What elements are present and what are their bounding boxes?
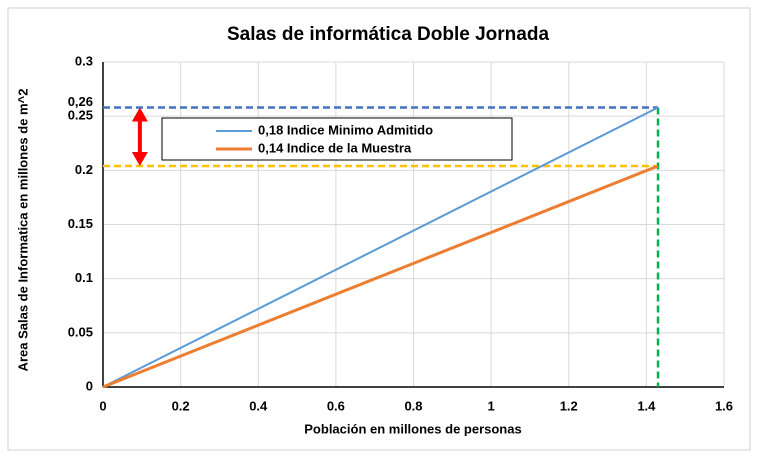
- y-tick-label: 0.15: [68, 216, 93, 231]
- x-tick-label: 0.2: [172, 398, 190, 413]
- series-line: [102, 106, 659, 388]
- x-tick-label: 0.8: [404, 398, 422, 413]
- legend-label: 0,18 Indice Minimo Admitido: [258, 122, 433, 137]
- arrow-head: [131, 107, 148, 122]
- y-tick-label: 0.25: [68, 108, 93, 123]
- x-tick-label: 0.4: [249, 398, 268, 413]
- y-tick-label: 0.1: [75, 270, 93, 285]
- y-axis-label: Area Salas de Informatica en millones de…: [15, 89, 30, 372]
- y-annotation-label: 0,26: [68, 94, 93, 109]
- x-axis-label: Población en millones de personas: [304, 421, 521, 436]
- x-tick-label: 1.2: [560, 398, 578, 413]
- arrow-head: [131, 152, 148, 166]
- chart-frame: [7, 7, 751, 451]
- legend-label: 0,14 Indice de la Muestra: [258, 140, 412, 155]
- series-line: [102, 164, 659, 389]
- x-tick-label: 0.6: [327, 398, 345, 413]
- x-tick-label: 0: [99, 398, 106, 413]
- legend-box: [161, 117, 513, 161]
- y-tick-label: 0: [86, 378, 93, 393]
- y-tick-label: 0.05: [68, 324, 93, 339]
- x-tick-label: 1: [488, 398, 495, 413]
- y-tick-label: 0.3: [75, 53, 93, 68]
- y-tick-label: 0.2: [75, 162, 93, 177]
- chart-title: Salas de informática Doble Jornada: [227, 24, 549, 45]
- x-tick-label: 1.6: [715, 398, 733, 413]
- x-tick-label: 1.4: [637, 398, 656, 413]
